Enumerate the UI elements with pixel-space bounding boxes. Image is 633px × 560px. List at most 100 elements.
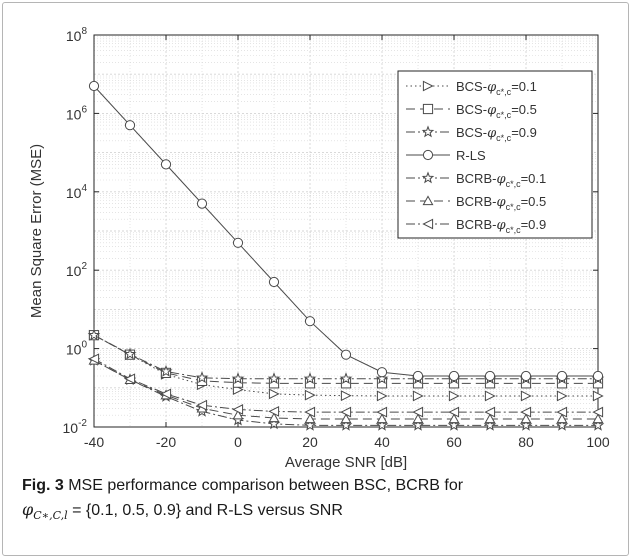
data-point — [520, 390, 532, 402]
data-point — [519, 418, 533, 431]
caption-text-2: and R-LS versus SNR — [181, 502, 343, 519]
data-point — [268, 412, 280, 423]
legend-label: BCS-φc*,c=0.1 — [456, 79, 537, 97]
data-point — [268, 405, 280, 417]
data-point — [340, 413, 352, 424]
legend-label: BCS-φc*,c=0.9 — [456, 125, 537, 143]
data-point — [592, 390, 604, 402]
y-axis-label: Mean Square Error (MSE) — [28, 144, 45, 318]
legend-marker — [422, 195, 434, 206]
y-axis-ticks: 10-2 100 102 104 106 108 — [63, 26, 598, 436]
series-line — [93, 334, 598, 397]
series-line — [93, 359, 598, 426]
data-point — [448, 390, 460, 402]
data-point — [520, 413, 532, 424]
data-point — [520, 406, 532, 418]
data-point — [448, 413, 460, 424]
data-point — [124, 373, 136, 385]
figure-caption: Fig. 3 MSE performance comparison betwee… — [22, 474, 612, 528]
data-point — [556, 413, 568, 424]
x-axis-label: Average SNR [dB] — [285, 454, 407, 470]
data-point — [88, 80, 100, 92]
data-point — [592, 413, 604, 424]
data-point — [448, 370, 460, 382]
data-point — [268, 388, 280, 400]
data-point — [340, 349, 352, 360]
data-point — [592, 370, 604, 382]
x-tick-label: 60 — [446, 434, 462, 450]
data-point — [556, 390, 568, 402]
legend-marker — [422, 149, 434, 161]
caption-phi-subscript: C∗,C,l — [33, 509, 68, 523]
data-point — [232, 409, 244, 420]
x-tick-label: 100 — [586, 434, 610, 450]
series-7 — [88, 353, 604, 418]
data-point — [304, 406, 316, 418]
data-point — [87, 328, 101, 341]
legend-marker — [422, 103, 434, 115]
x-tick-label: -40 — [84, 434, 104, 450]
legend: BCS-φc*,c=0.1 BCS-φc*,c=0.5 BCS-φc*,c=0.9 R… — [397, 70, 593, 239]
data-point — [232, 404, 244, 415]
data-point — [267, 372, 281, 385]
series-5 — [87, 353, 605, 431]
data-point — [412, 406, 424, 418]
y-tick-label: 100 — [66, 340, 88, 358]
data-point — [160, 159, 172, 170]
x-tick-label: -20 — [156, 434, 176, 450]
data-point — [267, 417, 281, 430]
data-point — [304, 413, 316, 424]
data-point — [196, 399, 208, 411]
data-point — [484, 390, 496, 402]
data-point — [339, 418, 353, 431]
data-point — [375, 418, 389, 431]
data-point — [376, 390, 388, 402]
data-point — [376, 413, 388, 424]
data-point — [555, 418, 569, 431]
caption-phi: φ — [22, 500, 34, 519]
data-point — [159, 364, 173, 377]
legend-marker — [422, 80, 434, 92]
data-point — [412, 413, 424, 424]
data-point — [448, 406, 460, 418]
x-tick-label: 80 — [518, 434, 534, 450]
data-point — [304, 389, 316, 401]
legend-label: BCRB-φc*,c=0.9 — [456, 217, 546, 235]
data-point — [483, 418, 497, 431]
data-point — [196, 198, 208, 209]
data-point — [268, 276, 280, 288]
data-point — [592, 406, 604, 418]
series-line — [93, 359, 598, 420]
data-point — [303, 418, 317, 431]
data-point — [484, 406, 496, 418]
data-point — [160, 388, 172, 400]
data-point — [340, 406, 352, 418]
data-point — [591, 418, 605, 431]
data-point — [195, 371, 209, 384]
data-point — [232, 237, 244, 248]
y-tick-label: 108 — [66, 26, 88, 44]
data-point — [484, 370, 496, 382]
data-point — [303, 372, 317, 385]
data-point — [484, 413, 496, 424]
data-point — [520, 370, 532, 382]
mse-chart: -40 -20 0 20 40 60 80 100 10-2 100 102 104 106 108 Ave… — [28, 26, 610, 470]
data-point — [447, 418, 461, 431]
figure-label: Fig. 3 — [22, 477, 64, 494]
x-axis-ticks: -40 -20 0 20 40 60 80 100 — [84, 35, 610, 450]
data-point — [412, 390, 424, 402]
legend-label: R-LS — [456, 148, 486, 163]
y-tick-label: 104 — [66, 183, 88, 201]
x-tick-label: 0 — [234, 434, 242, 450]
data-point — [340, 390, 352, 402]
data-point — [376, 406, 388, 418]
data-point — [375, 372, 389, 385]
data-point — [231, 372, 245, 385]
x-tick-label: 20 — [302, 434, 318, 450]
legend-label: BCRB-φc*,c=0.5 — [456, 194, 546, 212]
legend-label: BCS-φc*,c=0.5 — [456, 102, 537, 120]
y-tick-label: 10-2 — [63, 418, 88, 436]
caption-set: = {0.1, 0.5, 0.9} — [67, 502, 182, 519]
data-point — [411, 418, 425, 431]
data-point — [124, 120, 136, 131]
